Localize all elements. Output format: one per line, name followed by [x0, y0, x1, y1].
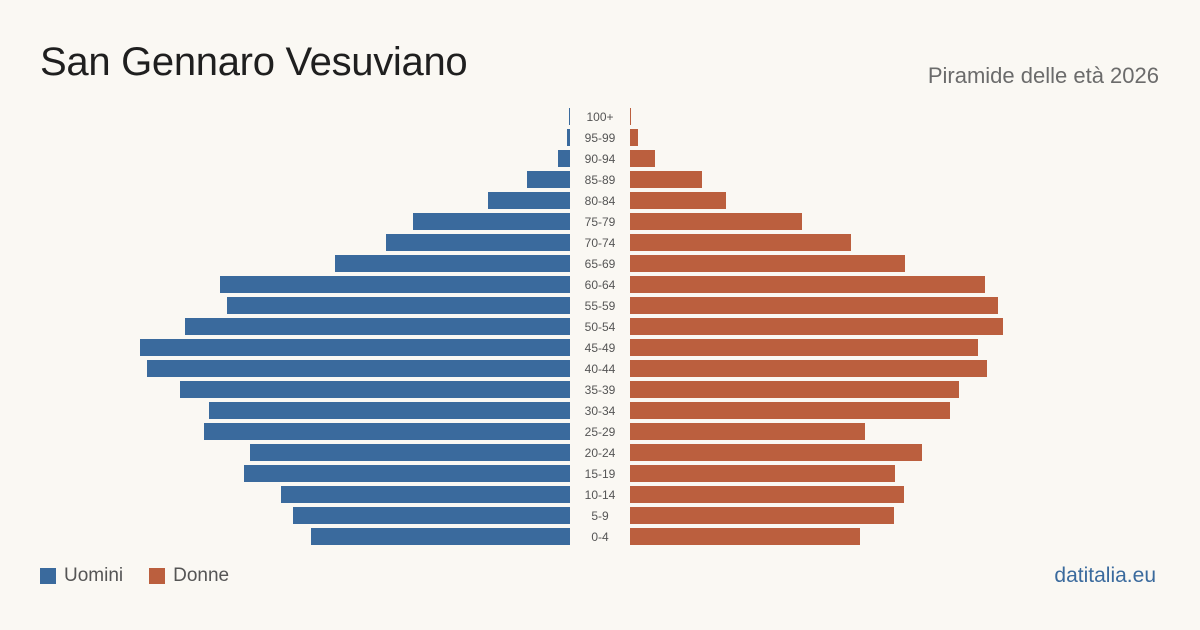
legend-item-men: Uomini [40, 565, 123, 587]
bar-women-70-74 [630, 234, 851, 251]
bar-men-65-69 [335, 255, 570, 272]
age-label-55-59: 55-59 [585, 299, 616, 313]
bar-men-50-54 [185, 318, 570, 335]
page-title: San Gennaro Vesuviano [40, 40, 468, 84]
bar-women-65-69 [630, 255, 905, 272]
bar-women-85-89 [630, 171, 702, 188]
bar-women-35-39 [630, 381, 959, 398]
age-label-95-99: 95-99 [585, 131, 616, 145]
bar-men-100plus [569, 108, 570, 125]
bar-women-75-79 [630, 213, 802, 230]
age-label-45-49: 45-49 [585, 341, 616, 355]
age-label-35-39: 35-39 [585, 383, 616, 397]
bar-women-100plus [630, 108, 631, 125]
bar-men-20-24 [250, 444, 570, 461]
age-label-75-79: 75-79 [585, 215, 616, 229]
legend-label-men: Uomini [64, 565, 124, 586]
bar-women-45-49 [630, 339, 978, 356]
age-label-65-69: 65-69 [585, 257, 616, 271]
page-subtitle: Piramide delle età 2026 [927, 63, 1159, 88]
bar-men-90-94 [558, 150, 570, 167]
age-label-40-44: 40-44 [585, 362, 616, 376]
bar-men-10-14 [281, 486, 570, 503]
bar-women-50-54 [630, 318, 1003, 335]
bar-men-95-99 [567, 129, 570, 146]
bar-women-30-34 [630, 402, 950, 419]
bar-women-80-84 [630, 192, 726, 209]
age-label-70-74: 70-74 [585, 236, 616, 250]
bar-men-45-49 [140, 339, 570, 356]
bar-men-35-39 [180, 381, 570, 398]
age-label-20-24: 20-24 [585, 446, 616, 460]
age-label-90-94: 90-94 [585, 152, 616, 166]
age-label-85-89: 85-89 [585, 173, 616, 187]
age-label-80-84: 80-84 [585, 194, 616, 208]
age-label-100plus: 100+ [586, 110, 613, 124]
bar-men-40-44 [147, 360, 570, 377]
bar-women-15-19 [630, 465, 895, 482]
bar-men-80-84 [488, 192, 570, 209]
age-label-5-9: 5-9 [591, 509, 609, 523]
age-label-10-14: 10-14 [585, 488, 616, 502]
bar-women-10-14 [630, 486, 904, 503]
bar-men-55-59 [227, 297, 570, 314]
bar-women-55-59 [630, 297, 998, 314]
bar-women-25-29 [630, 423, 865, 440]
bar-women-40-44 [630, 360, 987, 377]
legend-swatch-women [149, 568, 166, 584]
bar-women-5-9 [630, 507, 894, 524]
bar-men-75-79 [413, 213, 570, 230]
legend-label-women: Donne [173, 565, 230, 586]
bar-women-0-4 [630, 528, 860, 545]
legend-item-women: Donne [149, 565, 229, 587]
age-label-60-64: 60-64 [585, 278, 616, 292]
bar-men-0-4 [311, 528, 570, 545]
age-label-0-4: 0-4 [591, 530, 609, 544]
age-label-15-19: 15-19 [585, 467, 616, 481]
bar-women-20-24 [630, 444, 922, 461]
bar-men-25-29 [204, 423, 570, 440]
bar-men-70-74 [386, 234, 570, 251]
age-label-30-34: 30-34 [585, 404, 616, 418]
bar-women-90-94 [630, 150, 655, 167]
bar-men-15-19 [244, 465, 570, 482]
age-label-25-29: 25-29 [585, 425, 616, 439]
bar-women-60-64 [630, 276, 985, 293]
bar-women-95-99 [630, 129, 638, 146]
bar-men-60-64 [220, 276, 570, 293]
age-label-50-54: 50-54 [585, 320, 616, 334]
bar-men-5-9 [293, 507, 570, 524]
brand-link[interactable]: datitalia.eu [1054, 564, 1156, 587]
legend: Uomini Donne [40, 565, 255, 587]
bar-men-85-89 [527, 171, 570, 188]
legend-swatch-men [40, 568, 56, 584]
bar-men-30-34 [209, 402, 570, 419]
